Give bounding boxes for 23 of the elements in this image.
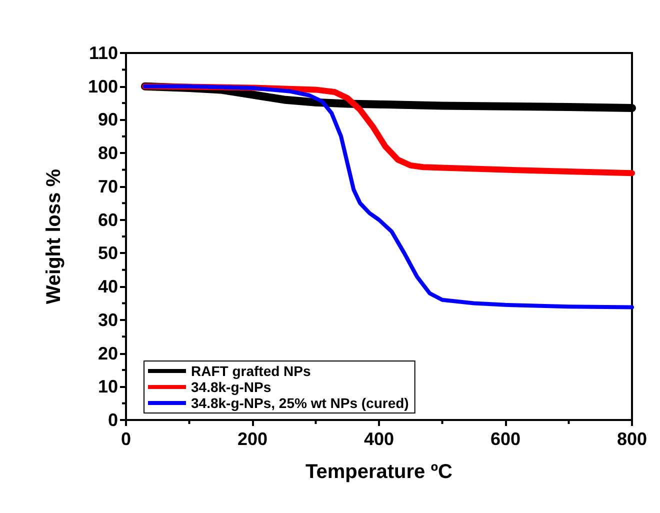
y-tick-label: 80 <box>98 143 118 164</box>
y-tick-label: 60 <box>98 210 118 230</box>
y-tick-label: 0 <box>108 410 118 430</box>
x-tick-label: 0 <box>120 429 132 449</box>
y-tick-label: 70 <box>98 176 118 196</box>
y-tick-label: 40 <box>98 276 118 297</box>
legend-label: 34.8k-g-NPs, 25% wt NPs (cured) <box>191 395 409 411</box>
y-tick-label: 90 <box>98 110 118 130</box>
y-tick-label: 50 <box>98 243 118 264</box>
y-tick-label: 110 <box>88 43 118 63</box>
y-tick-label: 20 <box>98 343 118 364</box>
x-tick-label: 800 <box>616 429 648 449</box>
y-tick-label: 100 <box>88 76 118 96</box>
legend-label: 34.8k-g-NPs <box>191 379 272 395</box>
x-axis-title: Temperature ºC <box>306 461 452 483</box>
x-tick-label: 400 <box>364 429 394 449</box>
x-tick-label: 200 <box>237 429 268 449</box>
line-series <box>142 84 634 310</box>
y-axis-title: Weight loss % <box>43 168 65 304</box>
y-tick-label: 10 <box>98 376 118 397</box>
x-tick-label: 600 <box>490 429 521 449</box>
legend-label: RAFT grafted NPs <box>191 363 311 379</box>
y-tick-label: 30 <box>98 310 118 330</box>
